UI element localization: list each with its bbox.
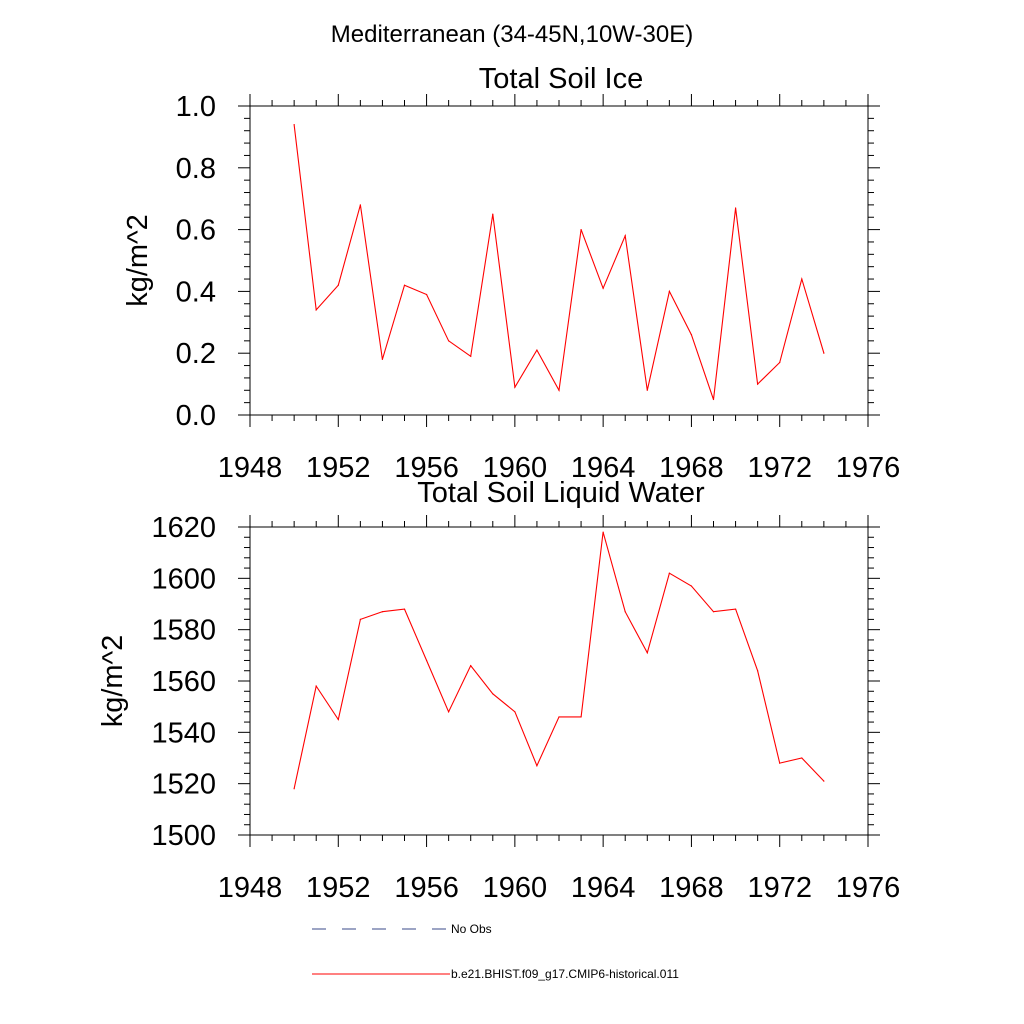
data-point bbox=[624, 235, 626, 237]
x-tick-label: 1968 bbox=[659, 452, 724, 484]
x-tick-label: 1972 bbox=[747, 872, 812, 904]
y-tick-label: 0.0 bbox=[176, 400, 216, 432]
data-point bbox=[624, 611, 626, 613]
data-point bbox=[580, 716, 582, 718]
chart-suptitle: Mediterranean (34-45N,10W-30E) bbox=[331, 21, 693, 48]
series-line-1 bbox=[293, 531, 825, 789]
data-point bbox=[315, 309, 317, 311]
legend-label-2: b.e21.BHIST.f09_g17.CMIP6-historical.011 bbox=[451, 967, 679, 981]
data-point bbox=[492, 213, 494, 215]
y-tick-label: 1620 bbox=[151, 512, 216, 544]
x-tick-label: 1976 bbox=[836, 872, 901, 904]
x-tick-label: 1948 bbox=[218, 872, 283, 904]
y-tick-label: 1500 bbox=[151, 820, 216, 852]
x-tick-label: 1972 bbox=[747, 452, 812, 484]
y-tick-label: 1.0 bbox=[176, 91, 216, 123]
x-tick-label: 1976 bbox=[836, 452, 901, 484]
y-tick-label: 1520 bbox=[151, 769, 216, 801]
data-point bbox=[734, 207, 737, 209]
data-point bbox=[315, 685, 317, 687]
data-point bbox=[514, 711, 516, 713]
data-point bbox=[558, 389, 560, 391]
chart-title: Total Soil Ice bbox=[479, 63, 643, 95]
chart-panel-1: Total Soil Ice kg/m^2 1948 1952 1956 1960 1964… bbox=[122, 63, 900, 484]
data-point bbox=[425, 293, 428, 296]
data-point bbox=[492, 693, 494, 695]
x-tick-label: 1960 bbox=[483, 872, 548, 904]
data-point bbox=[646, 389, 648, 391]
data-point bbox=[381, 358, 384, 360]
y-tick-label: 0.6 bbox=[176, 215, 216, 247]
x-tick-label: 1952 bbox=[306, 452, 371, 484]
data-point bbox=[359, 618, 361, 621]
data-point bbox=[779, 762, 781, 764]
data-point bbox=[690, 585, 693, 587]
x-tick-label: 1960 bbox=[483, 452, 548, 484]
x-tick-label: 1956 bbox=[394, 872, 459, 904]
y-tick-label: 1560 bbox=[151, 666, 216, 698]
data-point bbox=[602, 531, 604, 533]
y-tick-label: 0.4 bbox=[176, 276, 216, 308]
data-point bbox=[668, 290, 670, 292]
data-point bbox=[757, 670, 759, 672]
x-tick-label: 1964 bbox=[571, 872, 636, 904]
series-line-1 bbox=[293, 124, 825, 400]
data-point bbox=[448, 711, 450, 713]
data-point bbox=[425, 659, 428, 662]
data-point bbox=[823, 352, 825, 354]
data-point bbox=[668, 572, 670, 574]
data-point bbox=[293, 788, 295, 790]
x-tick-label: 1956 bbox=[394, 452, 459, 484]
chart-panels: Total Soil Ice kg/m^2 1948 1952 1956 1960 1964… bbox=[97, 63, 900, 904]
y-tick-label: 0.8 bbox=[176, 153, 216, 185]
data-point bbox=[337, 718, 339, 721]
data-point bbox=[712, 398, 715, 401]
data-point bbox=[403, 608, 406, 610]
data-point bbox=[448, 340, 450, 342]
y-tick-label: 1540 bbox=[151, 717, 216, 749]
data-point bbox=[536, 765, 538, 767]
chart-legend: No Obs b.e21.BHIST.f09_g17.CMIP6-historic… bbox=[312, 922, 679, 981]
data-point bbox=[293, 123, 295, 126]
data-point bbox=[712, 611, 715, 613]
x-tick-label: 1948 bbox=[218, 452, 283, 484]
y-tick-label: 0.2 bbox=[176, 338, 216, 370]
data-point bbox=[734, 608, 737, 610]
data-point bbox=[470, 355, 472, 357]
data-point bbox=[359, 204, 361, 206]
legend-label-1: No Obs bbox=[451, 922, 492, 936]
y-tick-label: 1600 bbox=[151, 563, 216, 595]
data-point bbox=[779, 361, 781, 364]
data-point bbox=[602, 287, 604, 289]
data-point bbox=[470, 665, 472, 667]
data-point bbox=[381, 611, 384, 613]
data-point bbox=[801, 757, 803, 759]
x-tick-label: 1952 bbox=[306, 872, 371, 904]
x-tick-label: 1968 bbox=[659, 872, 724, 904]
y-axis-label: kg/m^2 bbox=[97, 635, 129, 728]
data-point bbox=[757, 383, 759, 385]
data-point bbox=[558, 716, 560, 718]
data-point bbox=[536, 349, 538, 351]
plot-frame bbox=[249, 105, 869, 416]
x-tick-label: 1964 bbox=[571, 452, 636, 484]
data-point bbox=[801, 278, 803, 280]
data-point bbox=[690, 334, 693, 336]
data-point bbox=[514, 386, 516, 388]
chart-title: Total Soil Liquid Water bbox=[417, 477, 705, 509]
y-tick-label: 1580 bbox=[151, 615, 216, 647]
data-point bbox=[403, 284, 406, 286]
data-point bbox=[580, 229, 582, 231]
data-point bbox=[337, 284, 339, 286]
y-axis-label: kg/m^2 bbox=[122, 214, 154, 307]
data-point bbox=[646, 652, 648, 654]
data-point bbox=[823, 780, 825, 782]
chart-panel-2: Total Soil Liquid Water kg/m^2 1948 1952 195… bbox=[97, 477, 900, 904]
plot-frame bbox=[249, 526, 869, 836]
